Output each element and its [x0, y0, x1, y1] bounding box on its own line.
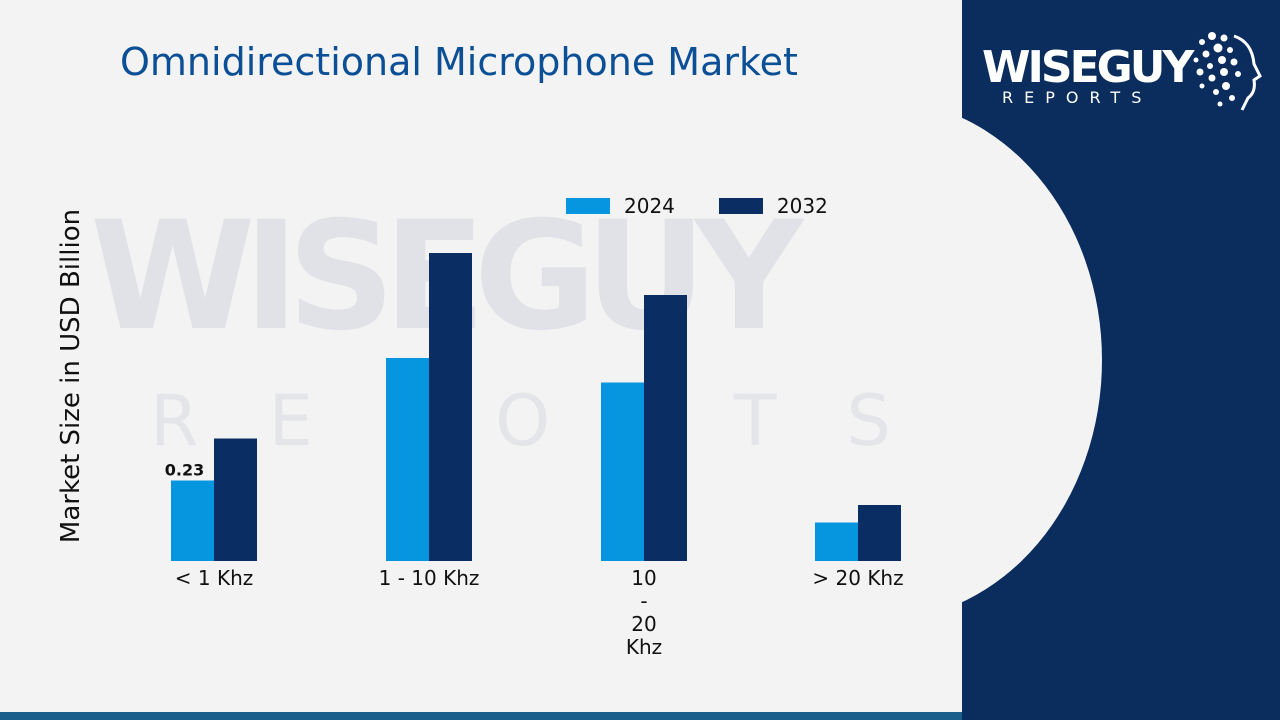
bar-2032-20-khz [858, 505, 901, 561]
data-label-2024-1-khz: 0.23 [165, 461, 204, 480]
x-tick-label-1-khz: < 1 Khz [175, 566, 254, 590]
x-tick-label-10-20-khz: 10 -20 Khz [626, 566, 662, 659]
bar-2024-20-khz [815, 522, 858, 561]
bar-2032-1-khz [214, 438, 257, 561]
bar-2024-1-10-khz [386, 358, 429, 561]
bar-2032-10-20-khz [644, 295, 687, 561]
x-tick-label-20-khz: > 20 Khz [812, 566, 903, 590]
legend-label-2024: 2024 [624, 194, 675, 218]
legend-label-2032: 2032 [776, 194, 828, 218]
legend-item-2024: 2024 [566, 194, 675, 218]
bar-2032-1-10-khz [429, 253, 472, 561]
bar-2024-1-khz [171, 480, 214, 561]
bar-2024-10-20-khz [601, 382, 644, 561]
x-tick-label-1-10-khz: 1 - 10 Khz [379, 566, 480, 590]
chart-legend: 2024 2032 [566, 194, 828, 218]
bar-chart: < 1 Khz 1 - 10 Khz 10 -20 Khz > 20 Khz 0.23 [165, 253, 904, 659]
legend-swatch-2024 [566, 198, 610, 214]
brand-logo: WISEGUY REPORTS [982, 32, 1262, 124]
bottom-strip [0, 712, 962, 720]
logo-sub-text: REPORTS [1002, 88, 1153, 107]
legend-item-2032: 2032 [718, 194, 828, 218]
page-title: Omnidirectional Microphone Market [120, 40, 798, 84]
legend-swatch-2032 [718, 198, 763, 214]
head-dots-icon [1193, 32, 1262, 111]
logo-main-text: WISEGUY [982, 42, 1194, 93]
